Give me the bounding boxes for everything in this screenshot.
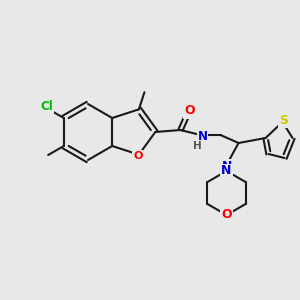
Text: S: S (279, 113, 288, 127)
Text: O: O (184, 104, 195, 118)
Text: O: O (133, 151, 142, 161)
Text: N: N (222, 160, 233, 172)
Text: N: N (197, 130, 208, 143)
Text: H: H (193, 141, 202, 151)
Text: N: N (221, 164, 232, 178)
Text: O: O (221, 208, 232, 220)
Text: Cl: Cl (40, 100, 53, 113)
